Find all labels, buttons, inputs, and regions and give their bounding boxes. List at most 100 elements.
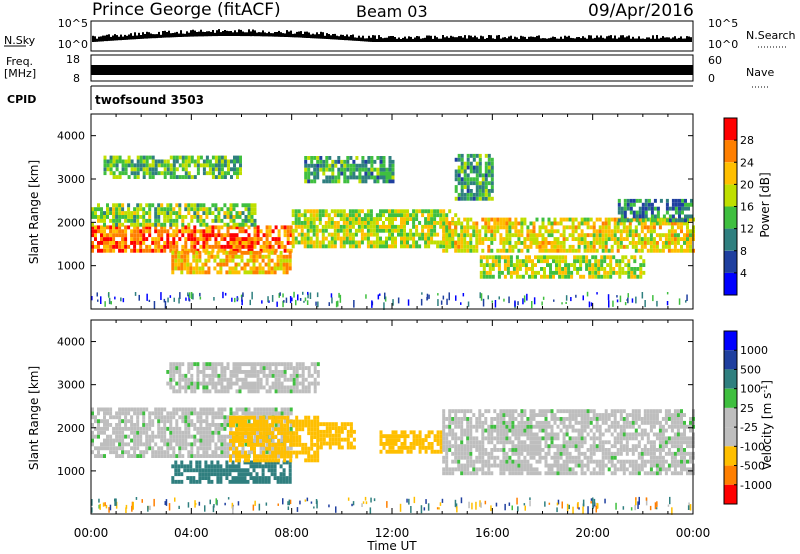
heatmap-cell (204, 270, 208, 275)
heatmap-cell (466, 244, 470, 249)
heatmap-cell (234, 270, 238, 275)
heatmap-cell (466, 165, 470, 170)
heatmap-cell (502, 221, 506, 226)
heatmap-cell (457, 217, 461, 222)
heatmap-cell (163, 454, 167, 458)
heatmap-cell (490, 229, 494, 234)
noise-sample (392, 36, 394, 42)
heatmap-cell (454, 455, 458, 460)
heatmap-cell (466, 409, 470, 414)
heatmap-cell (264, 460, 268, 465)
heatmap-cell (103, 423, 106, 427)
heatmap-cell (671, 206, 675, 211)
heatmap-cell (163, 229, 167, 234)
noise-sample (152, 34, 154, 39)
noise-sample (584, 37, 586, 42)
heatmap-cell (262, 458, 266, 463)
heatmap-cell (211, 244, 215, 249)
heatmap-cell (631, 241, 635, 245)
heatmap-cell (526, 471, 530, 476)
heatmap-cell (666, 301, 669, 306)
heatmap-cell (232, 454, 236, 458)
heatmap-cell (481, 440, 485, 445)
heatmap-cell (547, 229, 551, 234)
heatmap-cell (439, 434, 443, 439)
noise-sample (156, 34, 158, 39)
heatmap-cell (382, 445, 386, 450)
heatmap-cell (261, 300, 263, 304)
heatmap-cell (535, 448, 539, 452)
heatmap-cell (552, 270, 555, 275)
heatmap-cell (535, 451, 539, 456)
heatmap-cell (231, 254, 235, 259)
heatmap-cell (283, 442, 287, 447)
heatmap-cell (619, 233, 623, 238)
heatmap-cell (603, 270, 607, 275)
heatmap-cell (340, 171, 344, 176)
heatmap-cell (668, 218, 672, 223)
heatmap-cell (310, 171, 314, 176)
heatmap-cell (442, 225, 446, 230)
heatmap-cell (639, 267, 643, 271)
heatmap-cell (271, 295, 274, 302)
heatmap-cell (666, 292, 669, 295)
heatmap-cell (244, 454, 247, 459)
heatmap-cell (482, 263, 486, 267)
heatmap-cell (520, 417, 524, 421)
heatmap-cell (232, 215, 236, 219)
heatmap-cell (469, 181, 473, 186)
heatmap-cell (136, 229, 140, 234)
heatmap-cell (617, 198, 621, 203)
heatmap-cell (172, 454, 176, 458)
heatmap-cell (148, 299, 151, 302)
heatmap-cell (577, 225, 581, 230)
heatmap-cell (610, 237, 614, 241)
heatmap-cell (541, 244, 545, 249)
heatmap-cell (603, 274, 607, 279)
heatmap-cell (342, 209, 346, 214)
heatmap-cell (670, 241, 674, 245)
heatmap-cell (415, 228, 419, 233)
heatmap-cell (681, 210, 684, 215)
noise-sample (570, 37, 572, 42)
heatmap-cell (487, 459, 491, 464)
heatmap-cell (505, 225, 509, 230)
heatmap-cell (632, 202, 636, 207)
heatmap-cell (220, 237, 224, 241)
heatmap-cell (550, 428, 554, 433)
heatmap-cell (190, 407, 194, 412)
noise-sample (224, 30, 226, 36)
heatmap-cell (686, 217, 689, 222)
noise-sample (468, 35, 470, 42)
colorbar-segment (724, 250, 737, 273)
heatmap-cell (106, 426, 109, 431)
heatmap-cell (564, 270, 568, 275)
heatmap-cell (493, 455, 497, 460)
heatmap-cell (689, 233, 692, 238)
heatmap-cell (640, 248, 644, 253)
heatmap-cell (472, 177, 476, 182)
heatmap-cell (189, 266, 193, 271)
heatmap-cell (181, 229, 185, 234)
heatmap-cell (91, 211, 94, 215)
heatmap-cell (217, 229, 221, 234)
freq-trace (91, 65, 693, 75)
heatmap-cell (136, 163, 140, 168)
heatmap-cell (160, 203, 164, 208)
heatmap-cell (195, 250, 199, 255)
heatmap-cell (238, 237, 242, 241)
heatmap-cell (172, 438, 176, 443)
heatmap-cell (550, 225, 554, 230)
heatmap-cell (169, 207, 173, 212)
heatmap-cell (244, 407, 248, 412)
heatmap-cell (520, 463, 524, 468)
heatmap-cell (234, 254, 238, 259)
heatmap-cell (499, 448, 503, 452)
heatmap-cell (673, 221, 677, 226)
heatmap-cell (475, 448, 479, 452)
heatmap-cell (550, 413, 554, 417)
heatmap-cell (139, 411, 143, 416)
heatmap-cell (121, 244, 125, 249)
heatmap-cell (385, 228, 388, 233)
heatmap-cell (253, 233, 257, 238)
